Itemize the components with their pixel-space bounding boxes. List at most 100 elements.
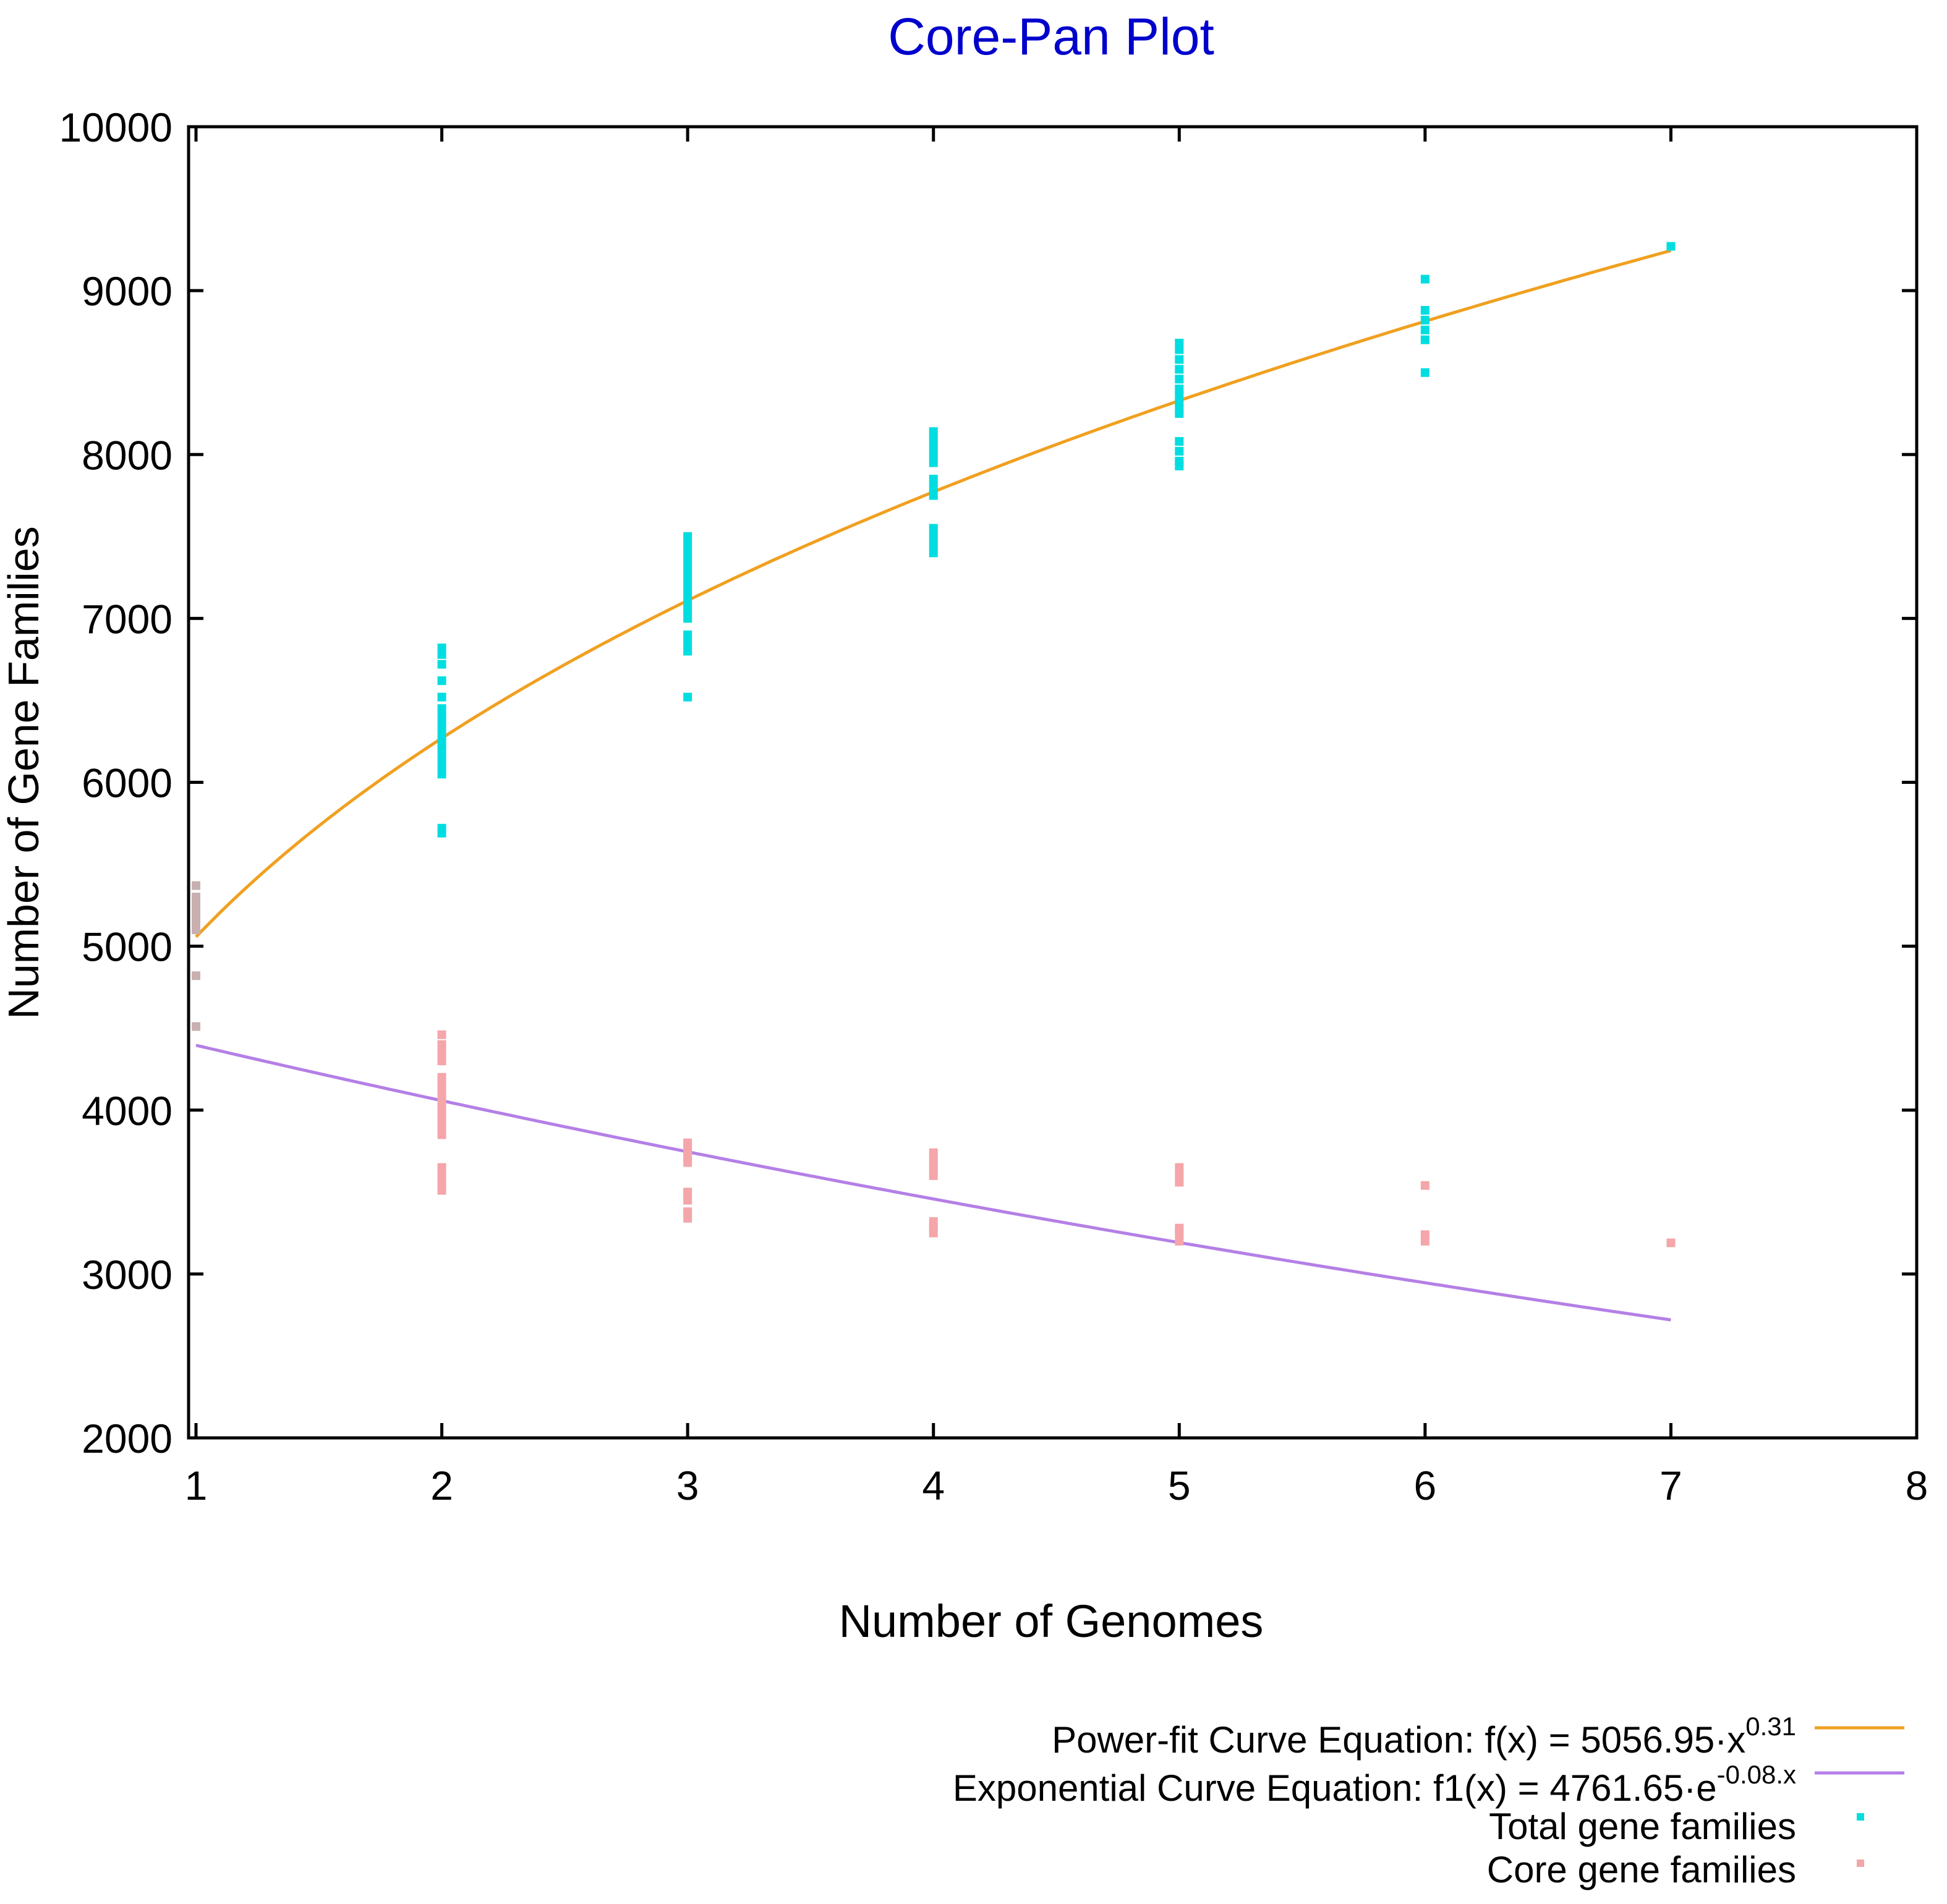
total-point — [437, 676, 446, 686]
total-point — [1420, 335, 1429, 344]
core-point — [929, 1171, 938, 1180]
y-tick-label: 3000 — [82, 1252, 173, 1298]
core-point — [1175, 1228, 1184, 1238]
core-point — [437, 1122, 446, 1131]
total-point — [437, 761, 446, 770]
x-tick-label: 7 — [1659, 1463, 1682, 1508]
total-point — [1420, 305, 1429, 315]
total-point — [1175, 461, 1184, 470]
y-tick-label: 7000 — [82, 596, 173, 642]
core-point — [437, 1073, 446, 1082]
total-point — [437, 753, 446, 762]
total-point — [683, 614, 692, 623]
legend-swatch-total — [1857, 1813, 1864, 1821]
total-point — [437, 745, 446, 754]
core-point — [437, 1179, 446, 1189]
core-point — [437, 1114, 446, 1123]
core-point — [683, 1188, 692, 1197]
total-point — [437, 770, 446, 779]
y-tick-label: 10000 — [59, 104, 173, 150]
total-point — [1175, 437, 1184, 446]
core-point — [437, 1163, 446, 1172]
x-tick-label: 2 — [430, 1463, 453, 1508]
total-point — [683, 532, 692, 541]
total-point — [683, 630, 692, 639]
y-axis-label: Number of Gene Families — [0, 526, 48, 1019]
total-point — [929, 458, 938, 467]
core-point — [437, 1097, 446, 1107]
total-point — [683, 647, 692, 656]
core-point — [437, 1089, 446, 1099]
total-point — [1175, 375, 1184, 384]
x-ticks: 1 2 3 4 5 6 7 8 — [185, 127, 1928, 1508]
core-point — [683, 1207, 692, 1217]
x-tick-label: 8 — [1906, 1463, 1928, 1508]
total-point — [683, 556, 692, 566]
total-point — [929, 427, 938, 436]
core-point — [437, 1040, 446, 1049]
core-point — [192, 925, 200, 935]
legend-label-total: Total gene families — [1489, 1806, 1796, 1847]
total-point — [437, 737, 446, 746]
total-point — [1175, 345, 1184, 354]
legend-entry-exponential: Exponential Curve Equation: f1(x) = 4761… — [953, 1760, 1904, 1809]
total-point — [683, 597, 692, 606]
total-point — [437, 650, 446, 659]
x-tick-label: 4 — [922, 1463, 945, 1508]
y-tick-label: 8000 — [82, 432, 173, 478]
total-point — [437, 692, 446, 702]
total-point — [929, 540, 938, 550]
total-point — [1175, 397, 1184, 407]
core-point — [437, 1105, 446, 1115]
total-point — [437, 644, 446, 653]
core-point — [437, 1186, 446, 1195]
total-point — [1175, 446, 1184, 456]
core-point — [1175, 1163, 1184, 1172]
core-point — [929, 1228, 938, 1238]
total-point — [437, 660, 446, 669]
y-tick-label: 9000 — [82, 268, 173, 314]
core-point — [192, 893, 200, 902]
total-point — [1175, 385, 1184, 394]
core-point — [929, 1148, 938, 1157]
y-tick-label: 4000 — [82, 1088, 173, 1134]
total-point — [1420, 368, 1429, 377]
total-point — [683, 548, 692, 558]
y-ticks: 2000 3000 4000 5000 6000 7000 8000 9000 10000 — [59, 104, 1917, 1461]
y-tick-label: 6000 — [82, 760, 173, 806]
core-point — [1666, 1238, 1676, 1247]
core-point — [437, 1030, 446, 1039]
total-point — [1175, 409, 1184, 418]
total-point — [192, 917, 200, 926]
legend-label-power-fit: Power-fit Curve Equation: f(x) = 5056.95… — [1052, 1712, 1796, 1761]
total-point — [929, 548, 938, 558]
total-point — [929, 441, 938, 451]
x-tick-label: 6 — [1413, 1463, 1436, 1508]
total-point — [929, 450, 938, 459]
total-point — [683, 692, 692, 702]
core-point — [1175, 1171, 1184, 1180]
core-point — [192, 909, 200, 918]
core-point — [437, 1171, 446, 1180]
legend-entry-core: Core gene families — [1487, 1849, 1864, 1890]
core-point — [1420, 1230, 1429, 1239]
total-point — [192, 901, 200, 910]
total-point — [683, 606, 692, 615]
x-tick-label: 3 — [676, 1463, 699, 1508]
core-point — [1175, 1236, 1184, 1246]
legend-label-core: Core gene families — [1487, 1849, 1796, 1890]
total-point — [929, 491, 938, 500]
total-point — [929, 433, 938, 443]
core-point — [437, 1081, 446, 1090]
total-point — [1175, 391, 1184, 400]
core-point — [683, 1138, 692, 1147]
total-point — [437, 828, 446, 838]
y-tick-label: 2000 — [82, 1416, 173, 1461]
core-point — [683, 1151, 692, 1160]
total-point — [1175, 338, 1184, 347]
total-point — [1420, 325, 1429, 334]
chart-title: Core-Pan Plot — [888, 7, 1214, 66]
total-point — [683, 540, 692, 550]
y-axis-label-group: Number of Gene Families — [0, 526, 48, 1019]
